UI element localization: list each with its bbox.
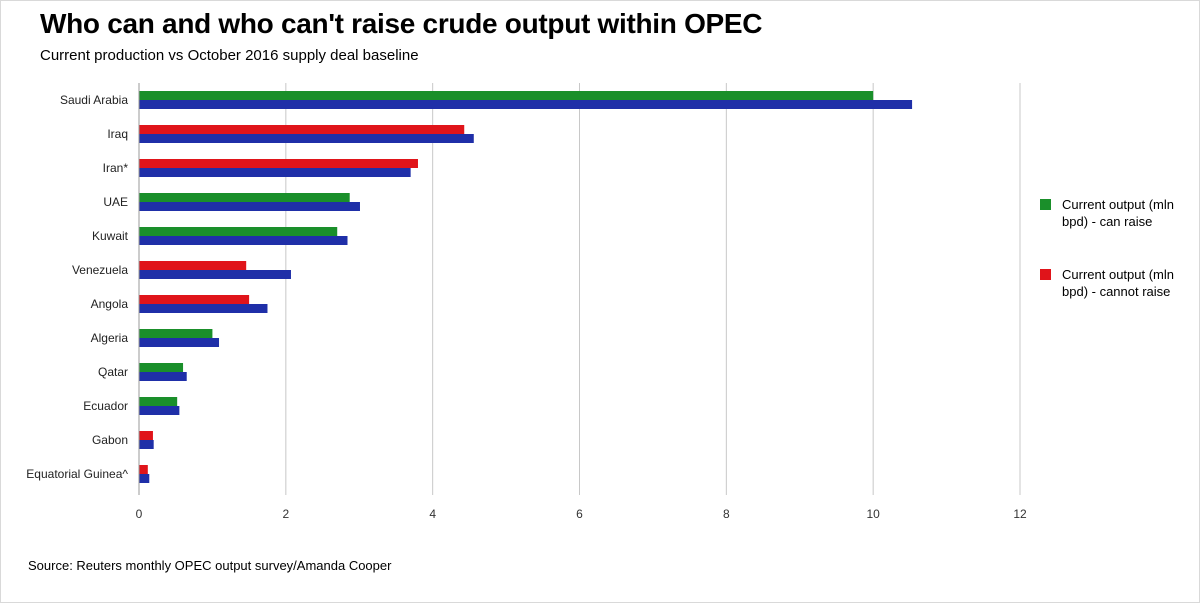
category-label: Equatorial Guinea^ xyxy=(26,467,128,481)
bar-current xyxy=(139,91,874,100)
x-tick-label: 0 xyxy=(136,507,143,521)
x-tick-label: 6 xyxy=(576,507,583,521)
bar-current xyxy=(139,465,148,474)
legend-label-can-raise: Current output (mln bpd) - can raise xyxy=(1062,197,1174,229)
category-label: Gabon xyxy=(92,433,128,447)
x-tick-label: 4 xyxy=(429,507,436,521)
legend-item-cannot-raise: Current output (mln bpd) - cannot raise xyxy=(1040,266,1192,300)
bar-current xyxy=(139,227,338,236)
bar-current xyxy=(139,159,418,168)
x-tick-label: 2 xyxy=(282,507,289,521)
bar-current xyxy=(139,261,247,270)
category-label: Qatar xyxy=(98,365,128,379)
bar-current xyxy=(139,125,465,134)
legend-item-can-raise: Current output (mln bpd) - can raise xyxy=(1040,196,1192,230)
category-label: Angola xyxy=(91,297,129,311)
category-label: Ecuador xyxy=(83,399,128,413)
source-note: Source: Reuters monthly OPEC output surv… xyxy=(28,558,392,573)
category-label: Kuwait xyxy=(92,229,129,243)
bar-current xyxy=(139,329,213,338)
bar-baseline xyxy=(139,304,268,313)
category-label: Algeria xyxy=(91,331,129,345)
legend-swatch-can-raise xyxy=(1040,199,1051,210)
category-label: Venezuela xyxy=(72,263,128,277)
bar-current xyxy=(139,431,153,440)
bar-current xyxy=(139,363,184,372)
bar-baseline xyxy=(139,372,187,381)
category-label: Iran* xyxy=(103,161,129,175)
bar-baseline xyxy=(139,440,154,449)
bar-current xyxy=(139,295,250,304)
category-label: UAE xyxy=(103,195,128,209)
bar-baseline xyxy=(139,270,291,279)
bar-current xyxy=(139,397,178,406)
legend-label-cannot-raise: Current output (mln bpd) - cannot raise xyxy=(1062,267,1174,299)
bar-baseline xyxy=(139,474,150,483)
legend-swatch-cannot-raise xyxy=(1040,269,1051,280)
bar-baseline xyxy=(139,338,220,347)
bar-baseline xyxy=(139,168,411,177)
bar-baseline xyxy=(139,100,913,109)
bar-current xyxy=(139,193,350,202)
x-tick-label: 8 xyxy=(723,507,730,521)
chart-subtitle: Current production vs October 2016 suppl… xyxy=(40,47,419,64)
category-label: Saudi Arabia xyxy=(60,93,128,107)
chart-title: Who can and who can't raise crude output… xyxy=(40,8,763,39)
bar-baseline xyxy=(139,134,474,143)
x-tick-label: 10 xyxy=(866,507,880,521)
x-tick-label: 12 xyxy=(1013,507,1027,521)
category-label: Iraq xyxy=(107,127,128,141)
bar-baseline xyxy=(139,406,180,415)
bar-baseline xyxy=(139,202,360,211)
bar-baseline xyxy=(139,236,348,245)
